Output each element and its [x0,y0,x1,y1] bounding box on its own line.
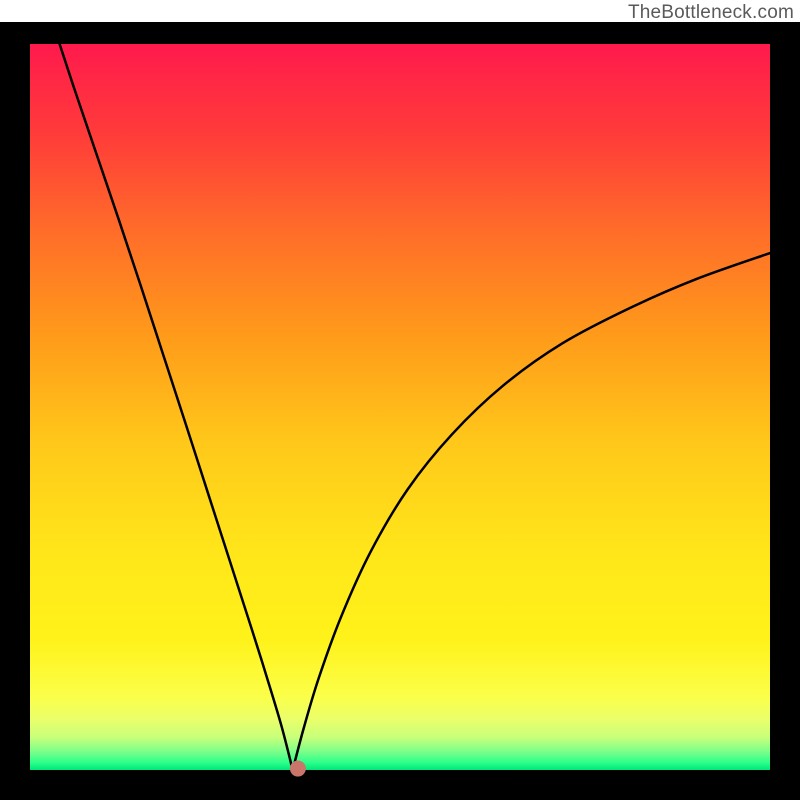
watermark-text: TheBottleneck.com [628,2,794,24]
minimum-marker [290,761,306,777]
chart-container: TheBottleneck.com [0,0,800,800]
plot-background [30,44,770,770]
bottleneck-chart-svg [0,0,800,800]
